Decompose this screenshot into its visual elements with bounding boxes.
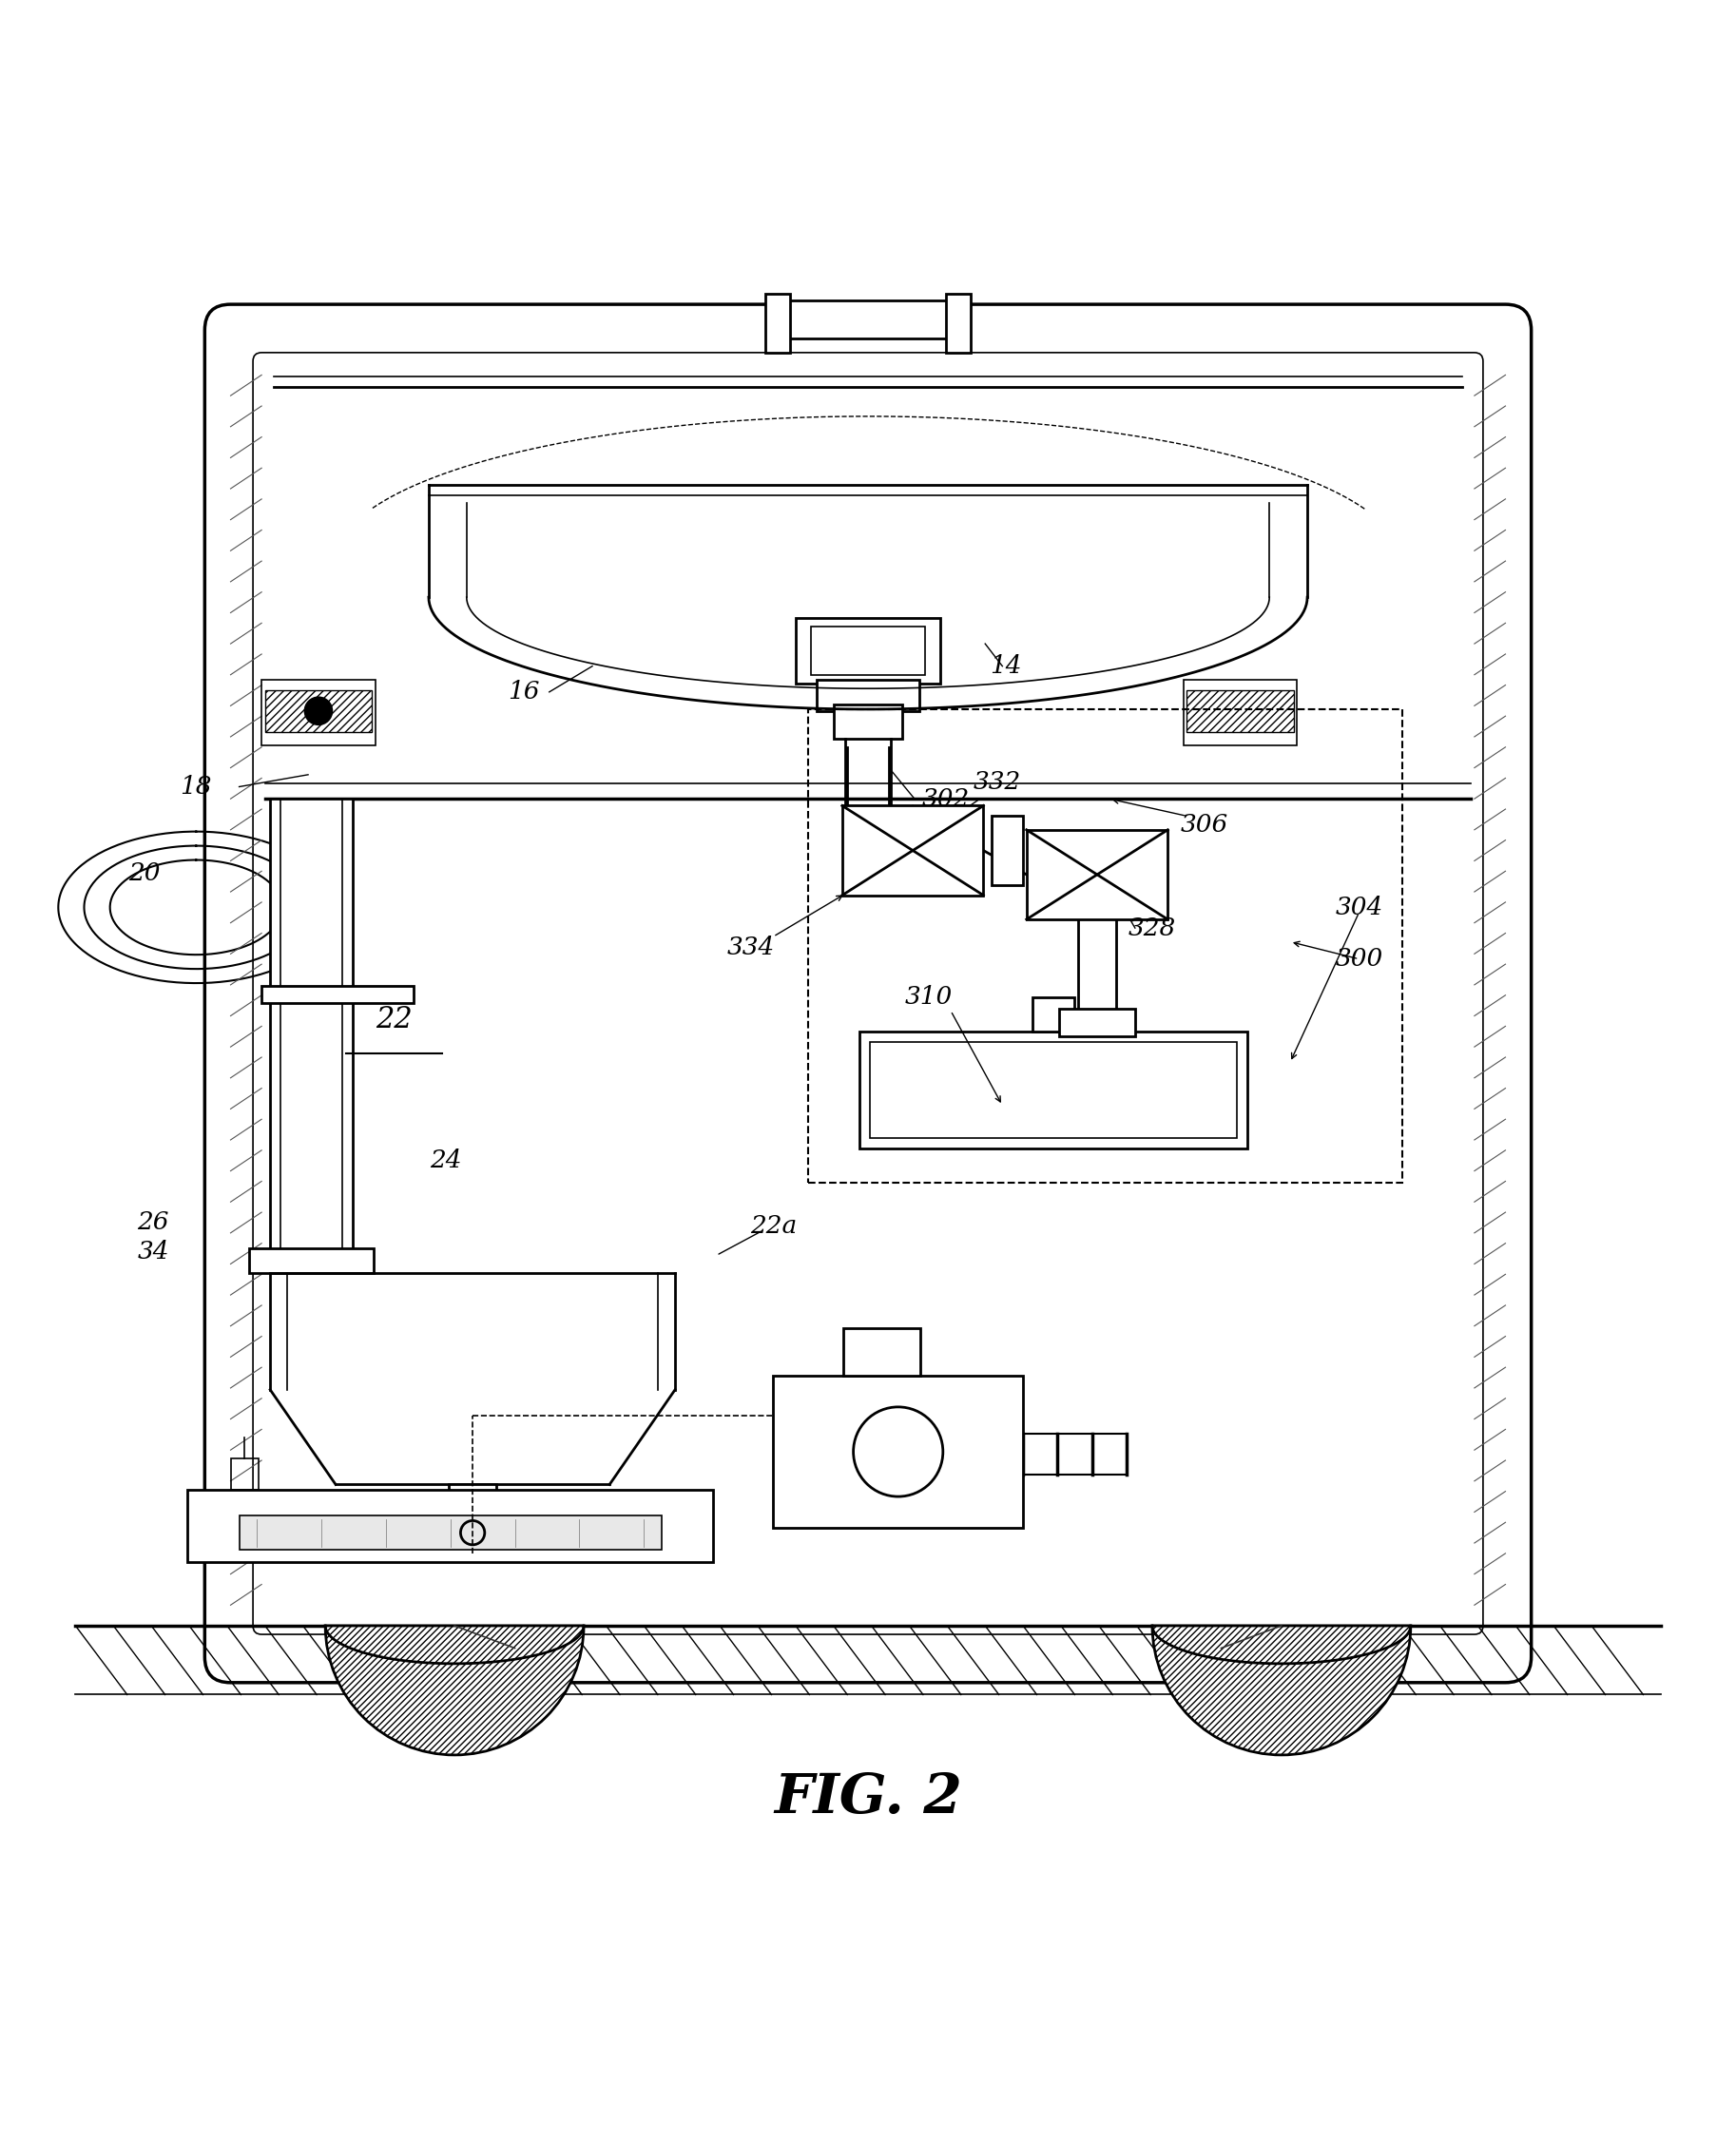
Text: 26: 26 (137, 1210, 168, 1234)
Bar (844, 1328, 920, 1375)
Text: 24: 24 (431, 1148, 462, 1172)
Bar (795, 617, 941, 683)
Bar (250, 1249, 373, 1272)
Text: 306: 306 (1180, 812, 1227, 838)
Bar (240, 1517, 661, 1551)
Bar (811, 625, 925, 675)
Bar (262, 985, 413, 1002)
Bar (448, 1484, 496, 1553)
Circle shape (304, 696, 332, 724)
Text: 18: 18 (181, 775, 212, 799)
Bar (859, 1032, 1246, 1148)
Bar (262, 679, 375, 745)
Text: 332: 332 (974, 769, 1021, 793)
Bar (1026, 829, 1168, 919)
Wedge shape (1153, 1626, 1411, 1754)
Bar (773, 1375, 1023, 1527)
Text: 334: 334 (727, 936, 774, 960)
Text: 310: 310 (904, 985, 951, 1009)
Bar (766, 293, 790, 353)
Text: 304: 304 (1335, 895, 1384, 919)
Text: FIG. 2: FIG. 2 (774, 1771, 962, 1825)
Bar (187, 1489, 713, 1562)
Bar (870, 1041, 1236, 1137)
Bar (271, 799, 352, 1251)
Bar (786, 300, 950, 338)
Bar (807, 709, 1403, 1182)
Bar (816, 679, 920, 711)
Text: 300: 300 (1335, 947, 1384, 970)
Bar (842, 805, 983, 895)
Text: 302: 302 (922, 786, 969, 810)
Text: 20: 20 (128, 861, 160, 885)
Text: 328: 328 (1128, 917, 1177, 940)
Bar (1059, 1009, 1135, 1037)
Bar (833, 705, 903, 739)
Bar (991, 816, 1023, 885)
Text: 16: 16 (507, 681, 540, 705)
Bar (1187, 690, 1293, 733)
Text: 22a: 22a (750, 1215, 797, 1238)
Text: 22: 22 (375, 1005, 413, 1035)
Bar (266, 690, 372, 733)
Bar (1184, 679, 1297, 745)
Text: 14: 14 (990, 653, 1023, 679)
Bar (231, 1459, 259, 1489)
Wedge shape (325, 1626, 583, 1754)
Text: 34: 34 (137, 1240, 168, 1264)
Bar (946, 293, 970, 353)
Bar (1033, 996, 1075, 1032)
FancyBboxPatch shape (205, 304, 1531, 1684)
